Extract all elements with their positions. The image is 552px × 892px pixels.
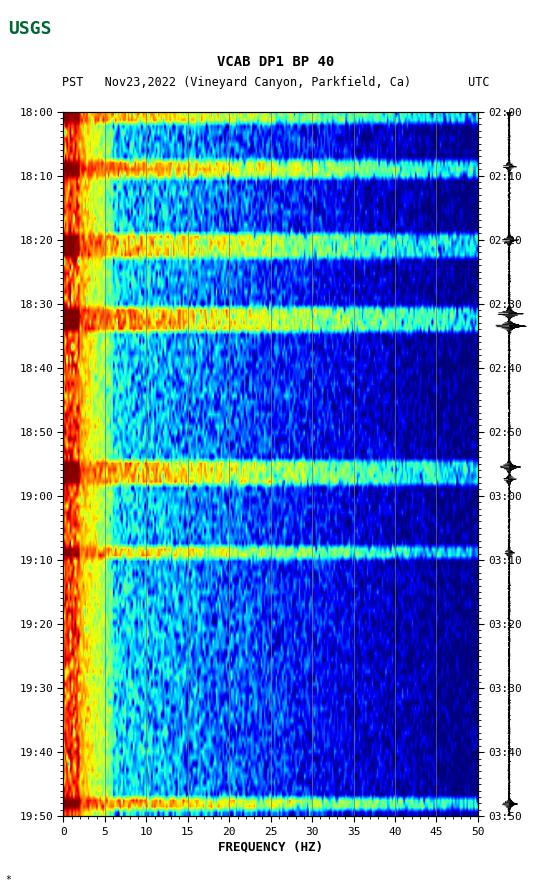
Text: *: * — [6, 875, 12, 885]
Text: USGS: USGS — [8, 20, 52, 37]
Text: VCAB DP1 BP 40: VCAB DP1 BP 40 — [217, 55, 335, 70]
Text: PST   Nov23,2022 (Vineyard Canyon, Parkfield, Ca)        UTC: PST Nov23,2022 (Vineyard Canyon, Parkfie… — [62, 77, 490, 89]
X-axis label: FREQUENCY (HZ): FREQUENCY (HZ) — [218, 841, 323, 854]
